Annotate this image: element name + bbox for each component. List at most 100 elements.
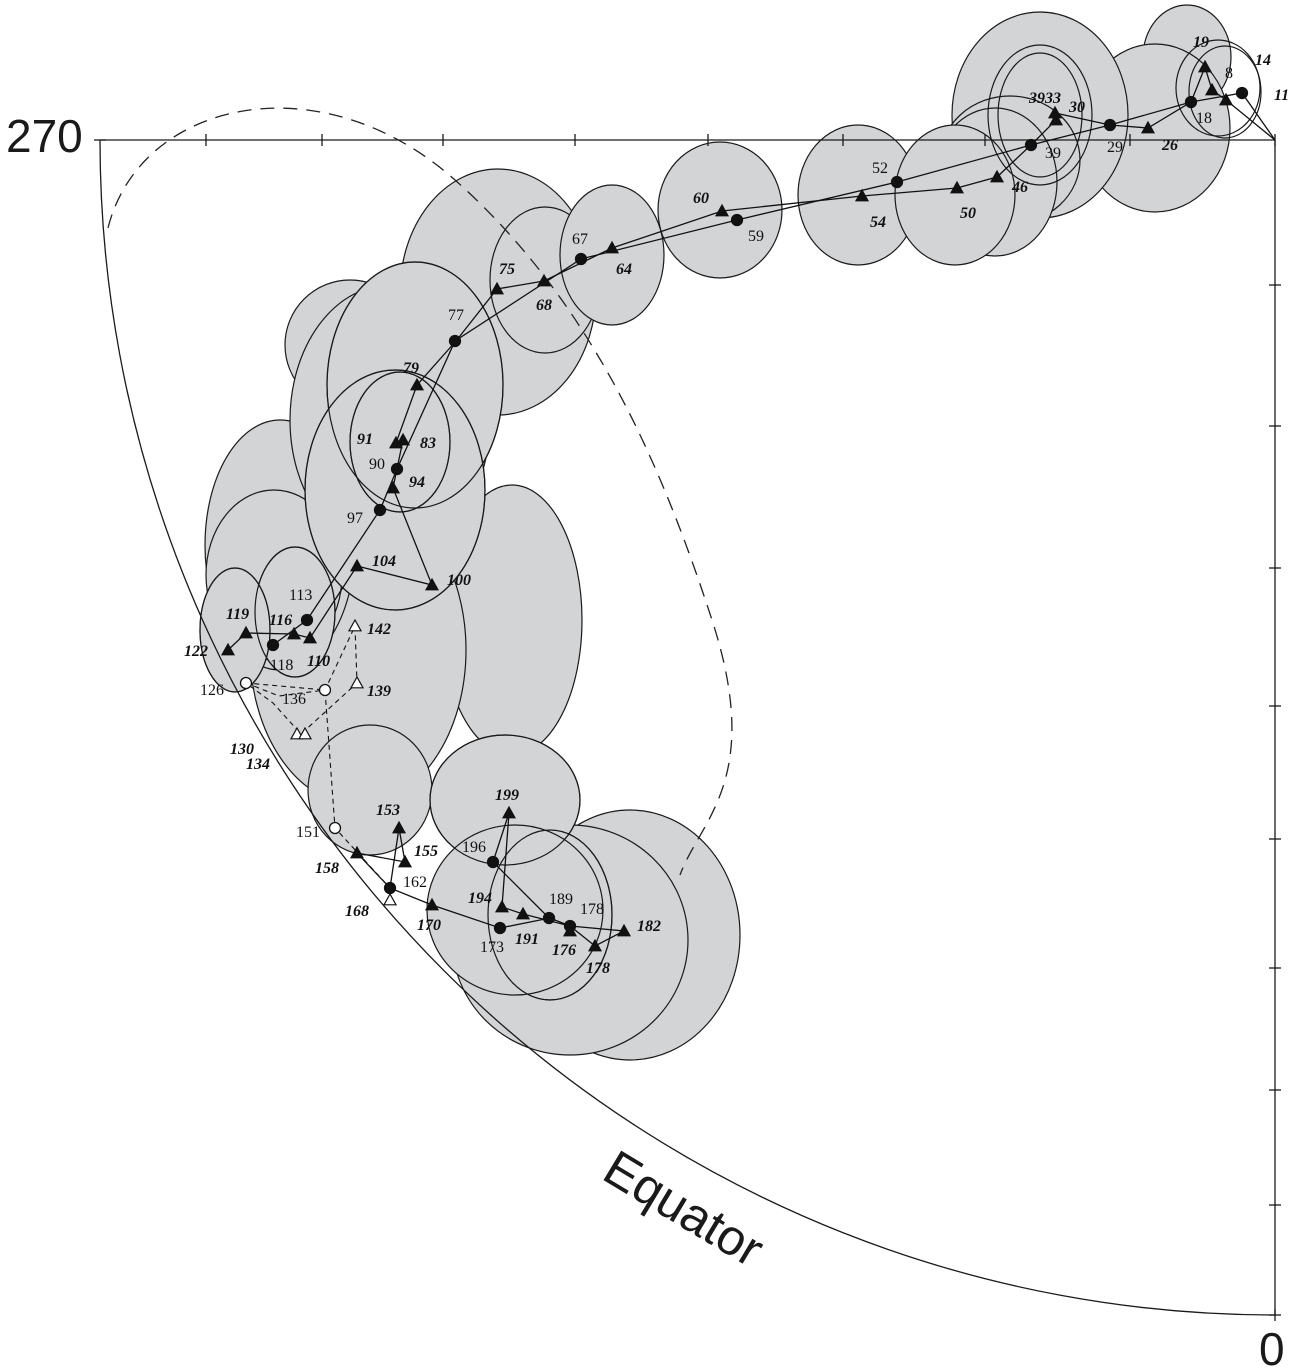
triangle-marker (494, 899, 510, 913)
point-label: 182 (637, 918, 661, 935)
axis-ticks (94, 134, 1281, 1321)
point-label: 199 (495, 787, 519, 804)
circle-marker (890, 175, 904, 189)
point-label: 19 (1193, 34, 1209, 51)
point-label: 176 (552, 942, 576, 959)
triangle-marker (302, 630, 318, 644)
point-label: 52 (872, 160, 888, 177)
point-label: 191 (515, 931, 539, 948)
circle-marker (300, 613, 314, 627)
equator-arc (99, 139, 1276, 1316)
dashed-small-circle (107, 107, 733, 876)
point-label: 194 (468, 890, 492, 907)
point-label: 11 (1274, 87, 1289, 104)
triangle-marker (1218, 92, 1234, 106)
point-label: 60 (693, 190, 709, 207)
triangle-marker (397, 854, 413, 868)
triangle-marker (349, 675, 365, 689)
circle-marker (493, 921, 507, 935)
circle-marker (574, 252, 588, 266)
triangle-marker (854, 188, 870, 202)
confidence-ellipse (199, 567, 271, 693)
point-label: 64 (616, 261, 632, 278)
confidence-ellipse (349, 371, 451, 513)
equator-label: Equator (594, 1139, 773, 1277)
point-label: 97 (347, 510, 363, 527)
point-label: 26 (1161, 137, 1178, 154)
point-label: 126 (200, 682, 224, 699)
triangle-marker (347, 618, 363, 632)
confidence-ellipses (199, 4, 1262, 1061)
point-label: 153 (376, 802, 400, 819)
point-label: 83 (420, 435, 436, 452)
point-label: 155 (414, 843, 438, 860)
point-label: 91 (357, 431, 373, 448)
circle-marker (1024, 138, 1038, 152)
triangle-marker (1197, 59, 1213, 73)
point-label: 29 (1107, 139, 1123, 156)
confidence-ellipse (1188, 45, 1262, 139)
point-label: 59 (748, 228, 764, 245)
point-label: 196 (462, 839, 486, 856)
circle-marker (448, 334, 462, 348)
point-label: 54 (870, 214, 886, 231)
point-labels: 19 14 8 11 18 3933 30 29 26 39 46 52 50 54 60 59 67 64 75 6… (184, 34, 1289, 977)
point-label: 130 (230, 741, 254, 758)
triangle-marker (587, 938, 603, 952)
point-label: 170 (417, 917, 441, 934)
triangle-marker (714, 203, 730, 217)
point-label: 158 (315, 860, 339, 877)
triangle-marker (220, 642, 236, 656)
confidence-ellipse (307, 724, 433, 856)
confidence-ellipse (426, 824, 604, 996)
triangle-marker (489, 281, 505, 295)
circle-marker (486, 855, 500, 869)
point-label: 79 (403, 360, 419, 377)
circle-marker (542, 911, 556, 925)
triangle-marker (604, 240, 620, 254)
point-label: 173 (480, 939, 504, 956)
point-label: 113 (289, 587, 312, 604)
triangle-marker (989, 169, 1005, 183)
circle-marker (373, 503, 387, 517)
confidence-ellipse (1175, 39, 1261, 137)
axis-label-270: 270 (6, 110, 83, 162)
triangle-marker (501, 805, 517, 819)
point-label: 30 (1068, 99, 1085, 116)
triangle-marker (949, 180, 965, 194)
circle-marker (266, 638, 280, 652)
triangle-marker (616, 923, 632, 937)
triangle-marker (409, 377, 425, 391)
circle-marker (390, 462, 404, 476)
point-label: 139 (367, 683, 391, 700)
point-label: 119 (226, 606, 249, 623)
circle-marker (318, 683, 332, 697)
circle-marker (1184, 95, 1198, 109)
circle-marker (730, 213, 744, 227)
point-label: 3933 (1028, 90, 1061, 107)
triangle-marker (424, 577, 440, 591)
triangle-marker (391, 820, 407, 834)
point-label: 142 (367, 621, 391, 638)
trajectory-solid-2 (227, 65, 1276, 651)
point-label: 116 (269, 612, 292, 629)
point-label: 39 (1045, 145, 1061, 162)
triangle-marker (395, 432, 411, 446)
triangle-marker (385, 480, 401, 494)
confidence-ellipse (894, 124, 1016, 266)
point-label: 14 (1255, 52, 1271, 69)
triangle-marker (382, 892, 398, 906)
point-label: 104 (372, 553, 396, 570)
circle-marker (1235, 86, 1249, 100)
triangle-marker (238, 625, 254, 639)
point-label: 100 (447, 572, 471, 589)
point-label: 18 (1196, 110, 1212, 127)
circle-marker (383, 881, 397, 895)
point-label: 50 (960, 205, 976, 222)
data-markers (220, 59, 1249, 952)
point-label: 94 (409, 474, 425, 491)
axis-label-0: 0 (1259, 1323, 1285, 1368)
confidence-ellipse (559, 184, 665, 326)
confidence-ellipse (997, 52, 1083, 178)
